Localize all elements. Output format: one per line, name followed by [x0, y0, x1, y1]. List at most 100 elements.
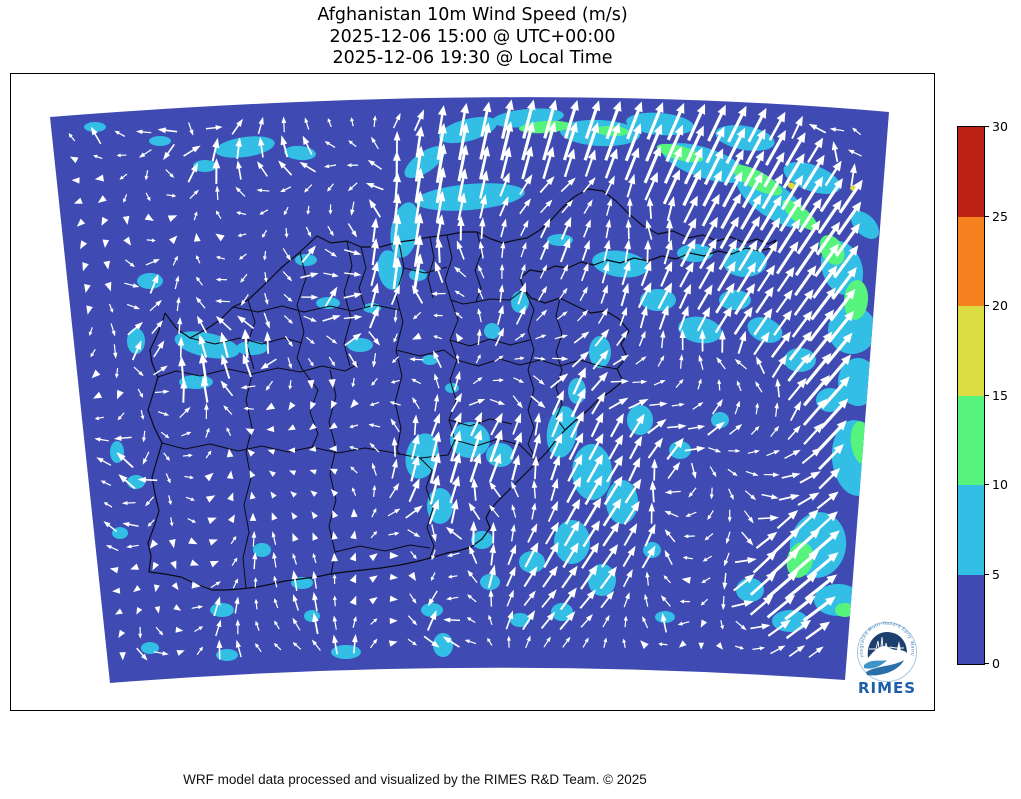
wind-arrow	[645, 571, 650, 586]
wind-arrow	[559, 587, 577, 611]
wind-arrow	[645, 123, 663, 162]
wind-arrow	[590, 371, 608, 392]
wind-arrow	[725, 127, 746, 165]
wind-arrow	[328, 356, 336, 367]
wind-arrow	[455, 332, 464, 343]
wind-arrow	[649, 480, 657, 503]
wind-arrow	[628, 398, 649, 410]
wind-arrow	[616, 330, 629, 347]
wind-arrow	[116, 452, 134, 469]
wind-arrow	[249, 512, 257, 521]
wind-arrow	[215, 277, 228, 282]
wind-arrow	[539, 176, 555, 194]
wind-arrow	[284, 227, 289, 238]
wind-arrow	[136, 647, 148, 661]
wind-arrow	[280, 186, 292, 193]
wind-arrow	[200, 376, 209, 403]
wind-arrow	[785, 619, 812, 640]
wind-arrow	[265, 402, 276, 411]
wind-arrow	[684, 445, 706, 453]
wind-arrow	[145, 496, 154, 507]
wind-arrow	[264, 293, 269, 305]
wind-arrow	[80, 240, 88, 250]
wind-arrow	[288, 447, 296, 453]
wind-arrow	[177, 336, 185, 358]
wind-arrow	[254, 642, 262, 653]
wind-arrow	[215, 185, 220, 201]
wind-arrow	[849, 163, 857, 187]
wind-arrow	[580, 564, 598, 590]
wind-arrow	[734, 557, 757, 564]
wind-arrow	[264, 331, 272, 354]
wind-arrow	[665, 124, 684, 163]
wind-arrow	[407, 529, 421, 538]
wind-arrow	[552, 356, 569, 362]
wind-arrow	[303, 315, 317, 322]
wind-arrow	[101, 216, 109, 226]
wind-arrow	[592, 349, 609, 370]
wind-arrow	[468, 502, 481, 520]
wind-arrow	[532, 375, 545, 385]
wind-arrow	[292, 617, 301, 631]
wind-arrow	[344, 332, 362, 347]
wind-arrow	[728, 448, 741, 453]
wind-arrow	[204, 403, 209, 420]
wind-arrow	[683, 534, 695, 539]
province-boundary	[523, 288, 538, 463]
wind-arrow	[628, 435, 643, 460]
wind-arrow	[583, 497, 602, 527]
wind-arrow	[331, 552, 338, 562]
wind-arrow	[413, 109, 425, 132]
wind-arrow	[302, 135, 313, 155]
wind-arrow	[331, 531, 338, 540]
wind-arrow	[393, 309, 398, 323]
wind-contour-10-15	[595, 125, 629, 137]
wind-arrow	[731, 600, 754, 608]
wind-arrow	[539, 264, 548, 279]
wind-arrow	[110, 323, 116, 337]
wind-arrow	[543, 636, 551, 648]
wind-arrow	[196, 315, 207, 334]
wind-arrow	[500, 218, 507, 238]
wind-arrow	[663, 146, 682, 184]
wind-arrow	[808, 530, 840, 558]
wind-arrow	[183, 145, 201, 157]
wind-arrow	[663, 239, 673, 265]
wind-arrow	[494, 327, 505, 347]
wind-arrow	[588, 433, 604, 461]
wind-arrow	[226, 470, 234, 480]
wind-arrow	[245, 428, 255, 436]
wind-arrow	[626, 173, 636, 198]
wind-arrow	[727, 468, 738, 477]
wind-arrow	[821, 376, 850, 408]
wind-arrow	[392, 256, 402, 290]
wind-arrow	[179, 406, 191, 418]
wind-arrow	[350, 117, 355, 127]
wind-arrow	[350, 508, 358, 518]
province-boundary	[358, 246, 367, 309]
wind-contour-5-10	[404, 145, 446, 179]
wind-arrow	[490, 521, 497, 544]
wind-arrow	[701, 193, 720, 227]
wind-arrow	[603, 637, 608, 648]
wind-arrow	[523, 590, 536, 607]
wind-arrow	[666, 102, 685, 141]
wind-arrow	[511, 481, 520, 498]
wind-arrow	[771, 528, 800, 556]
wind-arrow	[324, 286, 338, 307]
wind-arrow	[332, 574, 337, 585]
wind-arrow	[835, 223, 860, 257]
wind-arrow	[480, 101, 492, 137]
wind-arrow	[215, 619, 222, 637]
wind-arrow	[466, 617, 476, 624]
wind-arrow	[242, 353, 253, 378]
wind-arrow	[791, 115, 803, 139]
colorbar-tick-label: 20	[992, 298, 1008, 313]
wind-arrow	[215, 299, 231, 304]
wind-arrow	[737, 239, 758, 272]
wind-arrow	[142, 451, 150, 465]
wind-arrow	[756, 356, 766, 375]
wind-arrow	[304, 117, 310, 130]
wind-arrow	[430, 431, 442, 462]
wind-arrow	[784, 595, 816, 621]
